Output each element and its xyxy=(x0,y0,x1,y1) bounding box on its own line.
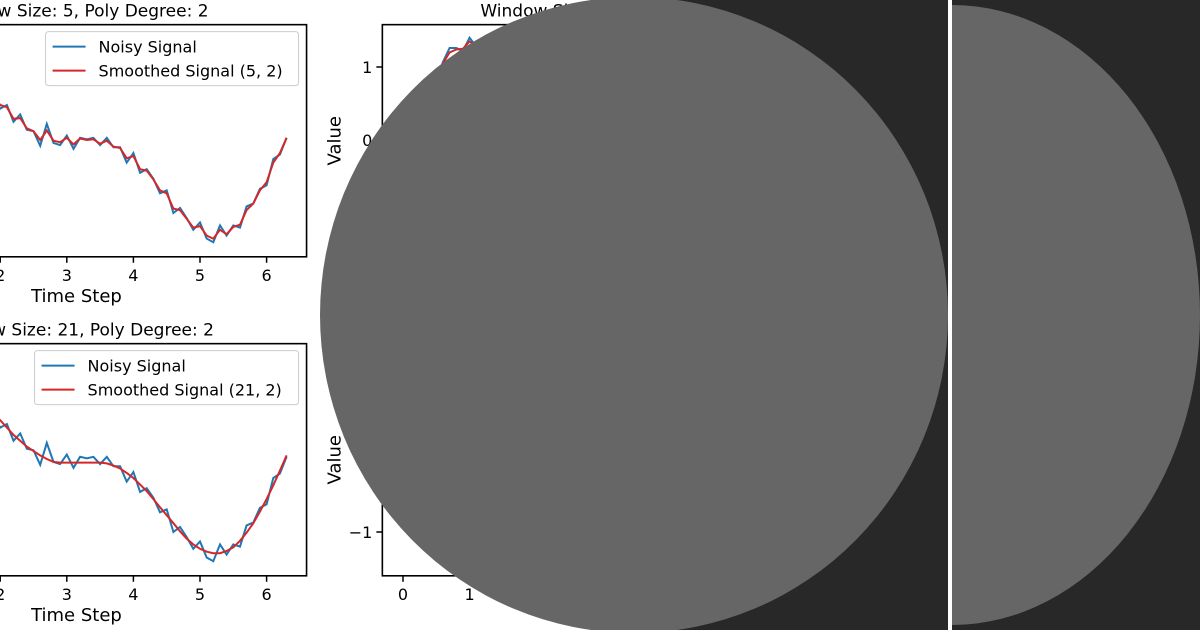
legend: Noisy Signal Smoothed Signal (5, 2) xyxy=(45,31,300,87)
y-axis-label: Value xyxy=(324,435,345,484)
x-tick-label: 2 xyxy=(0,585,5,604)
legend-label-noisy: Noisy Signal xyxy=(88,357,186,376)
plot-area xyxy=(0,102,288,244)
x-axis-label: Time Step xyxy=(30,286,122,307)
media-overlay xyxy=(320,0,1200,630)
overlay-half-circle-left xyxy=(320,0,948,630)
x-tick-label: 5 xyxy=(195,585,205,604)
subplot-title: Window Size: 5, Poly Degree: 2 xyxy=(0,2,209,22)
x-tick-label: 6 xyxy=(262,585,272,604)
overlay-half-circle-right xyxy=(952,5,1200,625)
axes-frame xyxy=(0,342,308,577)
overlay-divider xyxy=(948,0,952,630)
axes-frame xyxy=(0,23,308,258)
legend-box xyxy=(45,31,300,87)
x-tick-label: 4 xyxy=(128,266,138,285)
y-tick-label: −1 xyxy=(349,523,373,542)
plot-area xyxy=(0,418,288,563)
y-tick-label: 0 xyxy=(362,131,372,150)
subplot: Window Size: 5, Poly Degree: 20123456−10… xyxy=(0,2,308,307)
x-axis-label: Time Step xyxy=(30,605,122,626)
x-tick-label: 6 xyxy=(262,266,272,285)
x-tick-label: 3 xyxy=(62,585,72,604)
subplot-title: Window Size: 21, Poly Degree: 2 xyxy=(0,321,214,341)
subplot: Window Size: 21, Poly Degree: 20123456−1… xyxy=(0,321,308,626)
legend: Noisy Signal Smoothed Signal (21, 2) xyxy=(34,350,300,406)
x-tick-label: 5 xyxy=(195,266,205,285)
legend-label-smoothed: Smoothed Signal (21, 2) xyxy=(88,381,282,400)
legend-box xyxy=(34,350,300,406)
x-tick-label: 1 xyxy=(465,585,475,604)
smoothed-signal-line xyxy=(0,418,288,555)
legend-label-smoothed: Smoothed Signal (5, 2) xyxy=(99,62,283,81)
x-tick-label: 2 xyxy=(0,266,5,285)
smoothed-signal-line xyxy=(0,102,288,240)
x-tick-label: 3 xyxy=(62,266,72,285)
y-tick-label: 1 xyxy=(362,58,372,77)
legend-label-noisy: Noisy Signal xyxy=(99,38,197,57)
x-tick-label: 0 xyxy=(398,585,408,604)
y-axis-label: Value xyxy=(324,116,345,165)
x-tick-label: 4 xyxy=(128,585,138,604)
